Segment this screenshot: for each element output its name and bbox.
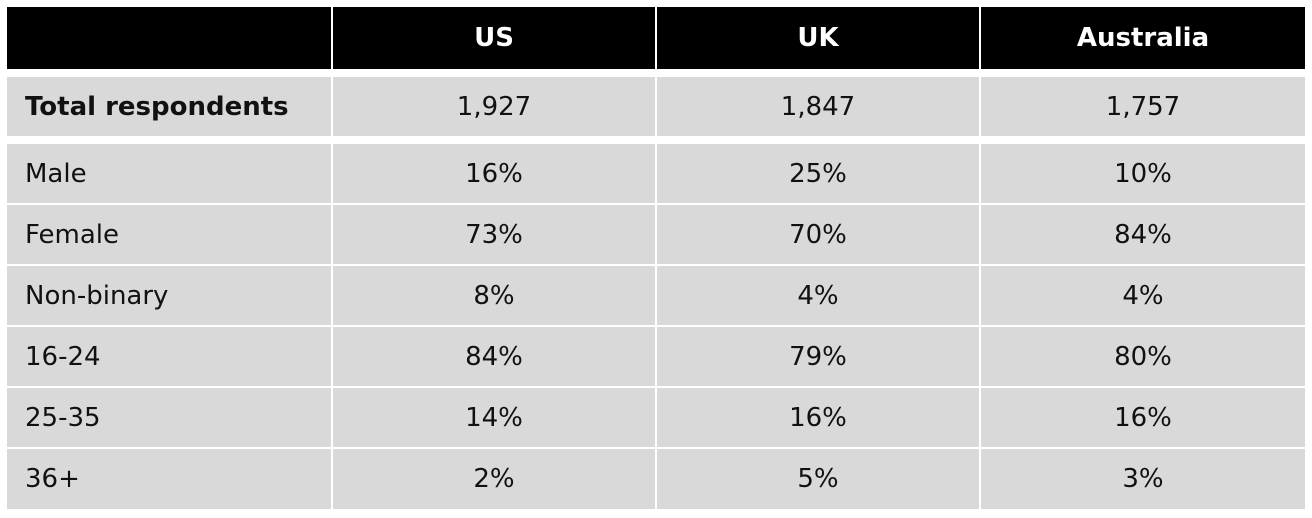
table-cell: 16% <box>981 388 1305 447</box>
table-cell: 1,757 <box>981 77 1305 136</box>
table-cell: 84% <box>333 327 655 386</box>
table-cell: 1,847 <box>657 77 979 136</box>
table-cell: 84% <box>981 205 1305 264</box>
table-cell: 3% <box>981 449 1305 509</box>
column-header: Australia <box>981 7 1305 69</box>
table-cell: 4% <box>657 266 979 325</box>
row-label: Non-binary <box>7 266 331 325</box>
row-label: Total respondents <box>7 77 331 136</box>
table-cell: 80% <box>981 327 1305 386</box>
table-cell: 16% <box>333 144 655 203</box>
row-label: Female <box>7 205 331 264</box>
row-label: 25-35 <box>7 388 331 447</box>
table-cell: 16% <box>657 388 979 447</box>
table-cell: 25% <box>657 144 979 203</box>
header-corner <box>7 7 331 69</box>
row-label: 36+ <box>7 449 331 509</box>
table-cell: 73% <box>333 205 655 264</box>
row-label: 16-24 <box>7 327 331 386</box>
table-cell: 2% <box>333 449 655 509</box>
table-cell: 14% <box>333 388 655 447</box>
table-cell: 79% <box>657 327 979 386</box>
column-header: UK <box>657 7 979 69</box>
table-cell: 4% <box>981 266 1305 325</box>
column-header: US <box>333 7 655 69</box>
table-cell: 10% <box>981 144 1305 203</box>
table-cell: 70% <box>657 205 979 264</box>
row-label: Male <box>7 144 331 203</box>
table-cell: 5% <box>657 449 979 509</box>
table-cell: 8% <box>333 266 655 325</box>
table-cell: 1,927 <box>333 77 655 136</box>
